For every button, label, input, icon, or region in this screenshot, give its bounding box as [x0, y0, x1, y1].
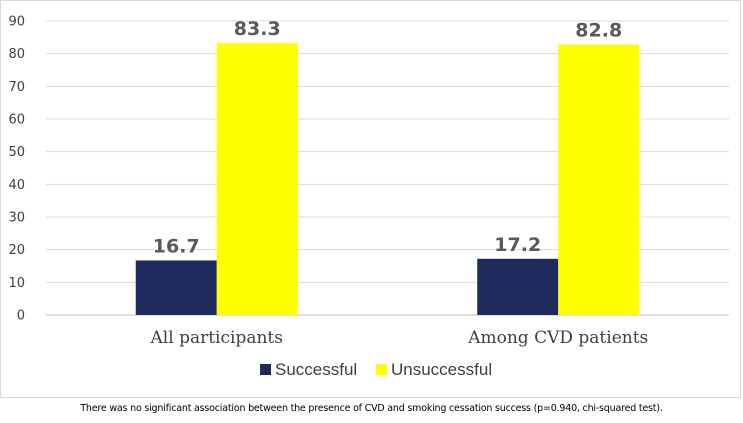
bar-unsuccessful-1 [558, 44, 640, 316]
legend-label-unsuccessful: Unsuccessful [391, 360, 492, 379]
y-tick-label-50: 50 [8, 145, 25, 160]
category-label-1: Among CVD patients [467, 328, 648, 348]
y-tick-label-60: 60 [8, 113, 25, 128]
y-tick-label-30: 30 [8, 211, 25, 226]
legend-swatch-successful [260, 364, 271, 375]
y-tick-label-10: 10 [8, 276, 25, 291]
chart-caption: There was no significant association bet… [80, 403, 663, 414]
y-tick-label-80: 80 [8, 47, 25, 62]
y-tick-label-70: 70 [8, 80, 25, 95]
legend-swatch-unsuccessful [376, 364, 387, 375]
data-label-unsuccessful-1: 82.8 [575, 20, 622, 42]
data-label-unsuccessful-0: 83.3 [234, 18, 281, 40]
y-tick-label-40: 40 [8, 178, 25, 193]
category-label-0: All participants [150, 328, 283, 348]
data-label-successful-0: 16.7 [153, 235, 200, 257]
bar-successful-1 [477, 258, 559, 315]
bar-successful-0 [135, 260, 217, 315]
chart-frame: 0 10 20 30 40 50 60 70 80 90 16.7 83.3 All participa… [0, 0, 741, 398]
y-tick-label-20: 20 [8, 243, 25, 258]
y-tick-label-90: 90 [8, 15, 25, 30]
y-tick-label-0: 0 [17, 309, 25, 324]
legend-label-successful: Successful [275, 360, 357, 379]
bar-chart: 0 10 20 30 40 50 60 70 80 90 16.7 83.3 All participa… [8, 15, 729, 379]
data-label-successful-1: 17.2 [494, 234, 541, 256]
bar-unsuccessful-0 [216, 42, 298, 316]
